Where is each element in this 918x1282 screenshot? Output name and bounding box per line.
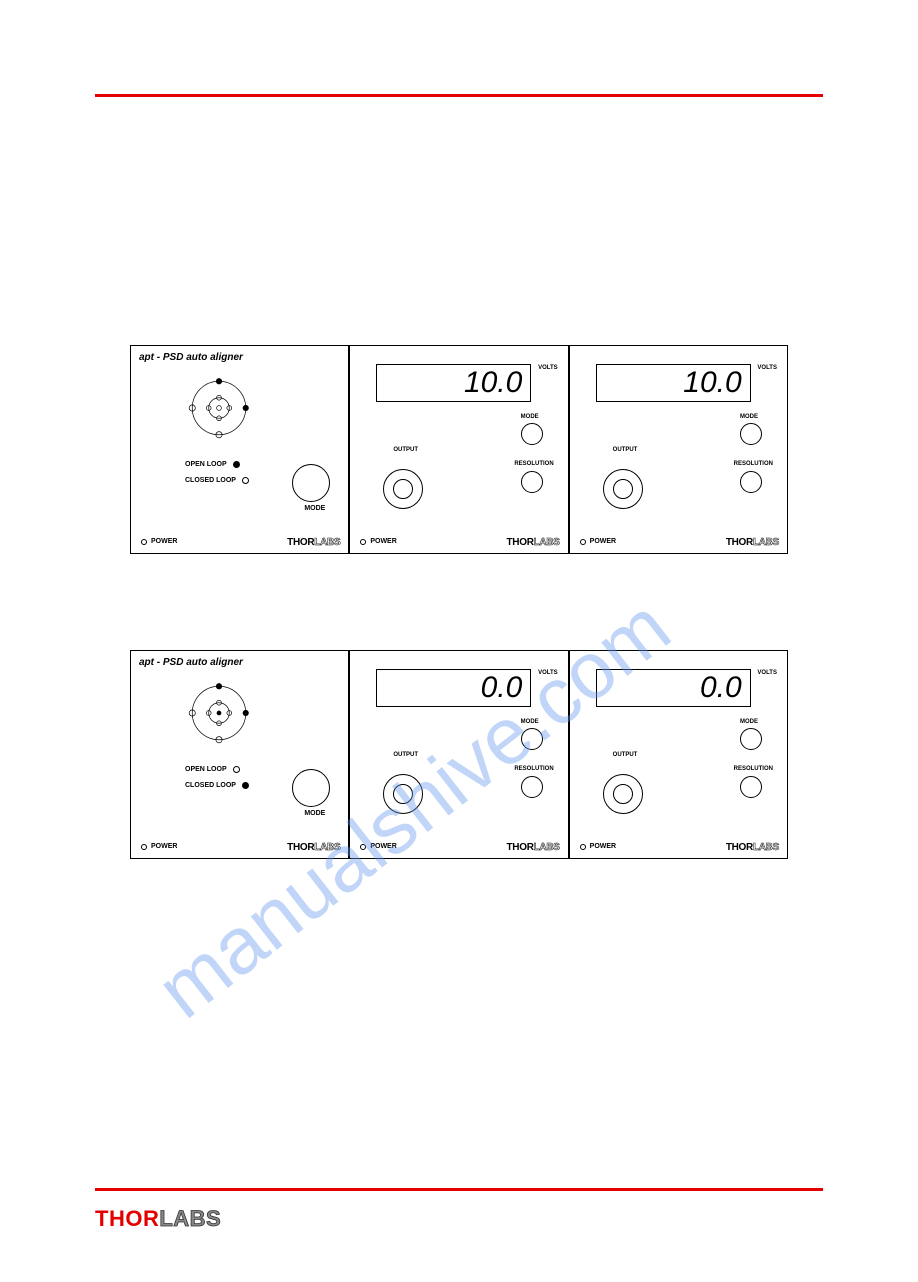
- logo-labs: LABS: [159, 1206, 221, 1231]
- power-led-icon: [141, 539, 147, 545]
- target-diagram-2: [183, 677, 255, 749]
- closed-loop-label: CLOSED LOOP: [185, 782, 236, 789]
- header-rule: [95, 94, 823, 97]
- open-loop-indicator-1: [233, 461, 240, 468]
- power-2: POWER: [141, 843, 177, 850]
- mode-knob-label: MODE: [740, 414, 758, 420]
- resolution-knob-2b[interactable]: [740, 776, 762, 798]
- output-knob-1a[interactable]: [383, 469, 423, 509]
- lcd-display-2b: 0.0: [596, 669, 751, 707]
- power-v1a: POWER: [360, 538, 396, 545]
- output-knob-2a[interactable]: [383, 774, 423, 814]
- mode-knob-1[interactable]: [292, 464, 330, 502]
- closed-loop-row-1: CLOSED LOOP: [185, 477, 249, 484]
- power-label: POWER: [370, 538, 396, 545]
- voltage-panel-2a: 0.0 VOLTS MODE OUTPUT RESOLUTION POWER T…: [349, 650, 568, 859]
- aligner-panel-1: apt - PSD auto aligner OPEN LOOP CLOSED …: [130, 345, 349, 554]
- resolution-knob-2a[interactable]: [521, 776, 543, 798]
- lcd-display-1a: 10.0: [376, 364, 531, 402]
- resolution-label: RESOLUTION: [514, 461, 553, 467]
- panel-logo: THORLABS: [726, 842, 779, 853]
- aligner-title: apt - PSD auto aligner: [139, 657, 243, 668]
- mode-knob-2[interactable]: [292, 769, 330, 807]
- volts-label: VOLTS: [757, 365, 777, 371]
- power-label: POWER: [151, 843, 177, 850]
- mode-knob-label: MODE: [521, 719, 539, 725]
- mode-knob-label: MODE: [740, 719, 758, 725]
- lcd-display-2a: 0.0: [376, 669, 531, 707]
- lcd-display-1b: 10.0: [596, 364, 751, 402]
- voltage-panel-1a: 10.0 VOLTS MODE OUTPUT RESOLUTION POWER …: [349, 345, 568, 554]
- volts-label: VOLTS: [538, 365, 558, 371]
- power-v1b: POWER: [580, 538, 616, 545]
- voltage-panel-1b: 10.0 VOLTS MODE OUTPUT RESOLUTION POWER …: [569, 345, 788, 554]
- open-loop-label: OPEN LOOP: [185, 461, 227, 468]
- closed-loop-indicator-2: [242, 782, 249, 789]
- power-label: POWER: [590, 538, 616, 545]
- resolution-label: RESOLUTION: [734, 461, 773, 467]
- closed-loop-indicator-1: [242, 477, 249, 484]
- open-loop-row-1: OPEN LOOP: [185, 461, 240, 468]
- power-led-icon: [580, 539, 586, 545]
- resolution-knob-1a[interactable]: [521, 471, 543, 493]
- output-knob-2b[interactable]: [603, 774, 643, 814]
- power-led-icon: [580, 844, 586, 850]
- power-led-icon: [141, 844, 147, 850]
- panel-row-2: apt - PSD auto aligner OPEN LOOP CLOSED …: [130, 650, 788, 859]
- closed-loop-row-2: CLOSED LOOP: [185, 782, 249, 789]
- power-1: POWER: [141, 538, 177, 545]
- power-v2a: POWER: [360, 843, 396, 850]
- target-diagram-1: [183, 372, 255, 444]
- output-label: OUTPUT: [393, 752, 418, 758]
- power-led-icon: [360, 539, 366, 545]
- power-led-icon: [360, 844, 366, 850]
- mode-label: MODE: [304, 810, 325, 817]
- aligner-panel-2: apt - PSD auto aligner OPEN LOOP CLOSED …: [130, 650, 349, 859]
- output-label: OUTPUT: [613, 752, 638, 758]
- aligner-title: apt - PSD auto aligner: [139, 352, 243, 363]
- mode-knob-label: MODE: [521, 414, 539, 420]
- panel-logo: THORLABS: [506, 842, 559, 853]
- volts-label: VOLTS: [538, 670, 558, 676]
- mode-knob-small-2b[interactable]: [740, 728, 762, 750]
- resolution-label: RESOLUTION: [514, 766, 553, 772]
- output-label: OUTPUT: [613, 447, 638, 453]
- open-loop-indicator-2: [233, 766, 240, 773]
- logo-thor: THOR: [95, 1206, 159, 1231]
- open-loop-row-2: OPEN LOOP: [185, 766, 240, 773]
- mode-knob-small-2a[interactable]: [521, 728, 543, 750]
- panel-logo: THORLABS: [287, 537, 340, 548]
- panel-row-1: apt - PSD auto aligner OPEN LOOP CLOSED …: [130, 345, 788, 554]
- output-knob-1b[interactable]: [603, 469, 643, 509]
- footer-rule: [95, 1188, 823, 1191]
- open-loop-label: OPEN LOOP: [185, 766, 227, 773]
- voltage-panel-2b: 0.0 VOLTS MODE OUTPUT RESOLUTION POWER T…: [569, 650, 788, 859]
- panel-logo: THORLABS: [726, 537, 779, 548]
- resolution-knob-1b[interactable]: [740, 471, 762, 493]
- output-label: OUTPUT: [393, 447, 418, 453]
- mode-label: MODE: [304, 505, 325, 512]
- volts-label: VOLTS: [757, 670, 777, 676]
- power-v2b: POWER: [580, 843, 616, 850]
- panel-logo: THORLABS: [287, 842, 340, 853]
- panel-logo: THORLABS: [506, 537, 559, 548]
- power-label: POWER: [590, 843, 616, 850]
- closed-loop-label: CLOSED LOOP: [185, 477, 236, 484]
- power-label: POWER: [370, 843, 396, 850]
- footer-logo: THORLABS: [95, 1206, 221, 1232]
- power-label: POWER: [151, 538, 177, 545]
- mode-knob-small-1a[interactable]: [521, 423, 543, 445]
- resolution-label: RESOLUTION: [734, 766, 773, 772]
- mode-knob-small-1b[interactable]: [740, 423, 762, 445]
